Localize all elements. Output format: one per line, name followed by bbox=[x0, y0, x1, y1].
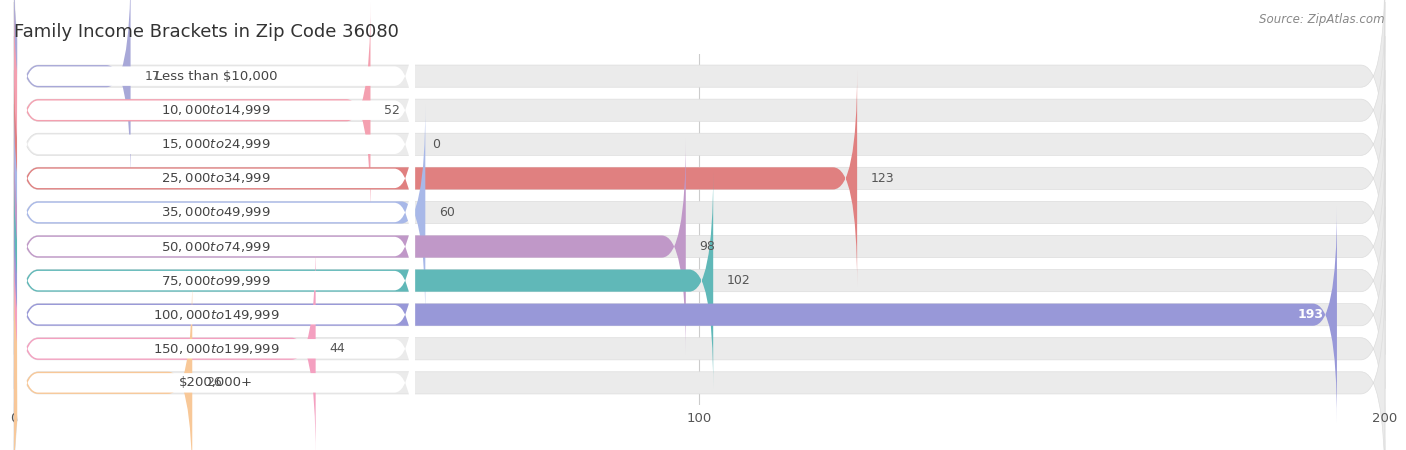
FancyBboxPatch shape bbox=[17, 222, 415, 407]
Text: 60: 60 bbox=[439, 206, 456, 219]
FancyBboxPatch shape bbox=[14, 2, 371, 218]
Text: 26: 26 bbox=[207, 376, 222, 389]
FancyBboxPatch shape bbox=[17, 52, 415, 237]
FancyBboxPatch shape bbox=[14, 274, 1385, 450]
Text: 44: 44 bbox=[329, 342, 344, 355]
FancyBboxPatch shape bbox=[14, 241, 1385, 450]
FancyBboxPatch shape bbox=[14, 70, 1385, 287]
FancyBboxPatch shape bbox=[14, 241, 315, 450]
Text: $150,000 to $199,999: $150,000 to $199,999 bbox=[153, 342, 280, 356]
FancyBboxPatch shape bbox=[14, 36, 1385, 252]
Text: $75,000 to $99,999: $75,000 to $99,999 bbox=[162, 274, 271, 288]
FancyBboxPatch shape bbox=[17, 188, 415, 373]
Text: Source: ZipAtlas.com: Source: ZipAtlas.com bbox=[1260, 14, 1385, 27]
Text: $10,000 to $14,999: $10,000 to $14,999 bbox=[162, 103, 271, 117]
FancyBboxPatch shape bbox=[17, 18, 415, 203]
Text: 123: 123 bbox=[870, 172, 894, 185]
Text: 193: 193 bbox=[1298, 308, 1323, 321]
FancyBboxPatch shape bbox=[17, 86, 415, 271]
FancyBboxPatch shape bbox=[17, 0, 415, 169]
Text: $25,000 to $34,999: $25,000 to $34,999 bbox=[162, 171, 271, 185]
Text: $35,000 to $49,999: $35,000 to $49,999 bbox=[162, 206, 271, 220]
Text: $15,000 to $24,999: $15,000 to $24,999 bbox=[162, 137, 271, 151]
Text: Less than $10,000: Less than $10,000 bbox=[155, 70, 277, 83]
FancyBboxPatch shape bbox=[14, 138, 1385, 355]
FancyBboxPatch shape bbox=[14, 207, 1337, 423]
Text: 52: 52 bbox=[384, 104, 401, 117]
FancyBboxPatch shape bbox=[17, 290, 415, 450]
FancyBboxPatch shape bbox=[17, 120, 415, 305]
Text: 17: 17 bbox=[145, 70, 160, 83]
FancyBboxPatch shape bbox=[17, 154, 415, 339]
FancyBboxPatch shape bbox=[14, 274, 193, 450]
FancyBboxPatch shape bbox=[14, 104, 1385, 321]
FancyBboxPatch shape bbox=[14, 0, 131, 184]
FancyBboxPatch shape bbox=[14, 172, 1385, 389]
FancyBboxPatch shape bbox=[14, 104, 425, 321]
Text: 0: 0 bbox=[432, 138, 440, 151]
FancyBboxPatch shape bbox=[17, 256, 415, 441]
FancyBboxPatch shape bbox=[14, 0, 1385, 184]
Text: $50,000 to $74,999: $50,000 to $74,999 bbox=[162, 239, 271, 253]
Text: $100,000 to $149,999: $100,000 to $149,999 bbox=[153, 308, 280, 322]
FancyBboxPatch shape bbox=[14, 207, 1385, 423]
FancyBboxPatch shape bbox=[14, 2, 1385, 218]
FancyBboxPatch shape bbox=[14, 172, 713, 389]
Text: 98: 98 bbox=[700, 240, 716, 253]
Text: Family Income Brackets in Zip Code 36080: Family Income Brackets in Zip Code 36080 bbox=[14, 23, 399, 41]
FancyBboxPatch shape bbox=[14, 138, 686, 355]
FancyBboxPatch shape bbox=[14, 70, 858, 287]
Text: $200,000+: $200,000+ bbox=[179, 376, 253, 389]
Text: 102: 102 bbox=[727, 274, 751, 287]
